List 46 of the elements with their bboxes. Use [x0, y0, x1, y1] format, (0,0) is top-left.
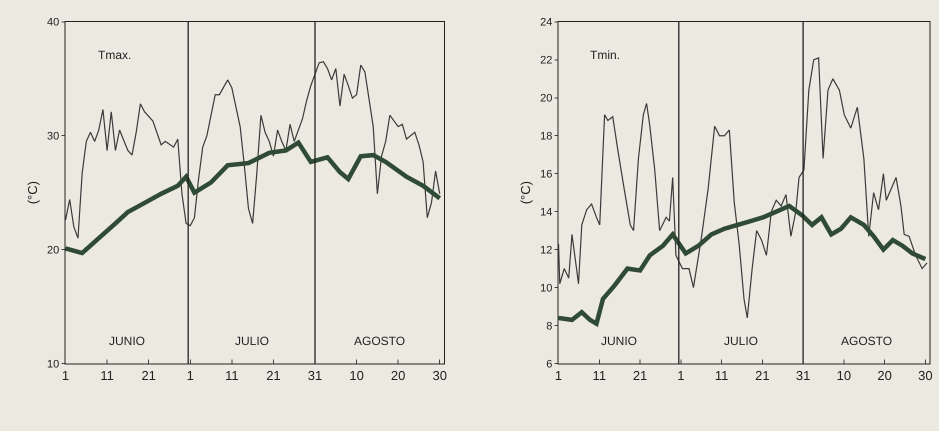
x-tick-label: 20: [877, 368, 892, 384]
x-tick-label: 10: [349, 368, 364, 384]
x-tick-label: 1: [554, 368, 562, 384]
y-tick-label: 40: [47, 16, 60, 29]
x-tick-label: 21: [632, 368, 648, 384]
x-tick-label: 11: [714, 368, 728, 384]
x-tick-label: 31: [308, 368, 322, 384]
x-tick-label: 20: [390, 368, 406, 384]
y-tick-label: 16: [540, 168, 552, 181]
annotation: JUNIO: [109, 334, 145, 348]
y-tick-label: 24: [540, 16, 552, 29]
annotation: AGOSTO: [841, 334, 892, 348]
x-tick-label: 11: [225, 368, 239, 384]
x-tick-label: 21: [141, 368, 156, 384]
x-tick-label: 21: [755, 368, 770, 384]
x-tick-label: 30: [918, 368, 933, 384]
y-tick-label: 22: [540, 54, 552, 67]
y-tick-label: 20: [47, 244, 60, 256]
x-tick-label: 10: [836, 368, 852, 384]
y-axis-title: (°C): [518, 181, 534, 204]
line-series: [66, 61, 440, 239]
y-tick-label: 30: [47, 130, 60, 143]
x-tick-label: 1: [677, 368, 684, 384]
x-tick-label: 21: [266, 368, 281, 384]
y-tick-label: 6: [546, 358, 552, 370]
x-tick-label: 30: [432, 368, 447, 384]
y-tick-label: 12: [540, 244, 552, 256]
y-axis-title: (°C): [25, 181, 40, 204]
y-tick-label: 10: [540, 282, 552, 294]
annotation: AGOSTO: [354, 334, 406, 348]
x-tick-label: 11: [592, 368, 606, 384]
annotation: JULIO: [235, 334, 270, 348]
text: Tmax.: [98, 48, 132, 62]
x-tick-label: 11: [100, 368, 114, 384]
x-tick-label: 31: [796, 368, 810, 384]
annotation: JULIO: [724, 334, 758, 348]
y-tick-label: 8: [546, 320, 552, 332]
x-tick-label: 1: [62, 368, 70, 384]
annotation: JUNIO: [601, 334, 637, 348]
y-tick-label: 20: [540, 92, 552, 105]
y-tick-label: 14: [540, 206, 552, 218]
x-tick-label: 1: [186, 368, 194, 384]
line-series: [66, 140, 442, 256]
text: Tmin.: [590, 48, 620, 62]
y-tick-label: 18: [540, 130, 552, 143]
y-tick-label: 10: [47, 358, 60, 370]
